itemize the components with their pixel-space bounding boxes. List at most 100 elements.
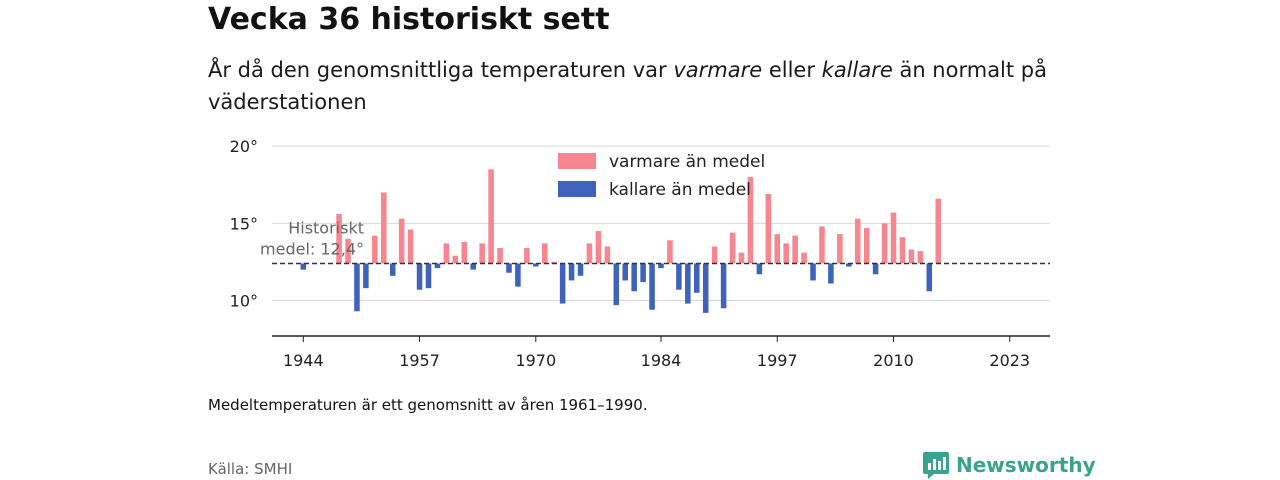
bar-warm-1955 [398, 218, 405, 264]
x-tick-label: 2023 [989, 351, 1030, 370]
bar-warm-1960 [443, 243, 450, 264]
brand-name: Newsworthy [956, 453, 1096, 477]
subtitle-cold-word: kallare [821, 58, 893, 82]
bar-warm-1972 [550, 261, 557, 264]
subtitle-text-3: än normalt på väderstationen [208, 58, 1047, 114]
bar-warm-1985 [667, 240, 673, 264]
bar-warm-1952 [372, 235, 378, 264]
newsworthy-logo-icon [923, 452, 949, 479]
bar-warm-1977 [595, 231, 602, 264]
bar-cold-2003 [828, 263, 834, 284]
bar-warm-1962 [461, 241, 468, 264]
x-tick-label: 1944 [283, 351, 324, 370]
x-tick-label: 1984 [641, 351, 682, 370]
bar-warm-2010 [890, 212, 897, 264]
bar-warm-1964 [479, 243, 485, 264]
bar-warm-1994 [747, 177, 754, 264]
y-tick-label: 15° [230, 214, 258, 233]
bar-cold-1944 [300, 263, 307, 270]
baseline-label-line1: Historiskt [288, 218, 364, 237]
bar-warm-1990 [711, 246, 718, 264]
bar-cold-1984 [658, 263, 664, 269]
bar-warm-2012 [908, 249, 915, 264]
legend-cold-label: kallare än medel [609, 180, 751, 200]
bar-cold-1981 [631, 263, 637, 292]
brand-logo: Newsworthy [922, 450, 1096, 480]
bar-warm-1961 [452, 255, 459, 264]
bar-cold-2001 [810, 263, 816, 281]
bar-warm-2009 [881, 223, 888, 264]
bar-warm-2000 [801, 252, 807, 264]
subtitle-text-2: eller [762, 58, 822, 82]
bar-warm-1992 [729, 232, 736, 264]
bar-warm-1965 [488, 169, 494, 264]
bar-cold-1951 [363, 263, 369, 289]
axes: 10° 15° 20° Historiskt medel: 12,4° 1944 1957 1… [230, 137, 1050, 370]
bar-cold-1954 [389, 263, 396, 276]
legend-cold-swatch [558, 181, 596, 197]
bar-warm-1996 [765, 194, 772, 264]
bar-warm-1997 [774, 234, 781, 264]
chart-subtitle: År då den genomsnittliga temperaturen va… [208, 54, 1048, 118]
bar-cold-1958 [425, 263, 432, 289]
bar-warm-2002 [819, 226, 825, 264]
bar-cold-1983 [649, 263, 655, 310]
x-tick-label: 1997 [757, 351, 798, 370]
x-tick-label: 1957 [399, 351, 440, 370]
subtitle-warm-word: varmare [673, 58, 763, 82]
bar-warm-1978 [604, 246, 611, 264]
bar-warm-1976 [586, 243, 593, 264]
bar-warm-1948 [336, 214, 342, 264]
bar-warm-1956 [407, 229, 414, 264]
bar-warm-2013 [917, 251, 924, 264]
bar-cold-1968 [515, 263, 521, 287]
footnote: Medeltemperaturen är ett genomsnitt av å… [208, 396, 648, 414]
bar-warm-1971 [541, 243, 548, 264]
bar-cold-1986 [676, 263, 682, 290]
bar-cold-1982 [640, 263, 646, 282]
bar-cold-1974 [568, 263, 575, 281]
bar-warm-1966 [497, 248, 503, 264]
x-tick-label: 2010 [873, 351, 914, 370]
bar-warm-1949 [345, 238, 351, 264]
bar-warm-2006 [854, 218, 861, 264]
y-tick-label: 10° [230, 292, 258, 311]
bar-warm-1993 [738, 252, 745, 264]
bar-cold-1957 [416, 263, 423, 290]
chart-title: Vecka 36 historiskt sett [208, 2, 610, 37]
bars [300, 169, 941, 313]
x-tick-label: 1970 [515, 351, 556, 370]
bar-cold-2008 [872, 263, 879, 275]
bar-cold-1975 [577, 263, 584, 276]
bar-cold-2014 [926, 263, 933, 292]
bar-cold-2005 [846, 263, 852, 267]
bar-warm-1953 [381, 192, 387, 264]
bar-warm-2004 [837, 234, 843, 264]
y-tick-label: 20° [230, 137, 258, 156]
bar-cold-1991 [720, 263, 727, 309]
bar-warm-1998 [783, 243, 789, 264]
bar-cold-1988 [693, 263, 700, 293]
baseline-label-line2: medel: 12,4° [260, 239, 364, 258]
legend-warm-swatch [558, 153, 596, 169]
bar-cold-1963 [470, 263, 476, 270]
bar-cold-1989 [702, 263, 709, 313]
bar-cold-1970 [533, 263, 539, 267]
bar-cold-1980 [622, 263, 629, 281]
source-label: Källa: SMHI [208, 460, 293, 478]
bar-warm-1999 [792, 235, 798, 264]
bar-cold-1979 [613, 263, 620, 306]
legend: varmare än medel kallare än medel [558, 152, 765, 200]
bar-cold-1967 [506, 263, 512, 273]
subtitle-text-1: År då den genomsnittliga temperaturen va… [208, 58, 674, 82]
bar-cold-1973 [559, 263, 566, 304]
bar-cold-1987 [685, 263, 691, 304]
bar-warm-2015 [935, 198, 941, 264]
legend-warm-label: varmare än medel [609, 152, 765, 172]
bar-cold-1959 [434, 263, 441, 269]
bar-warm-2011 [899, 237, 906, 264]
bar-cold-1950 [354, 263, 360, 312]
bar-cold-1995 [756, 263, 763, 275]
bar-warm-1969 [524, 248, 530, 264]
